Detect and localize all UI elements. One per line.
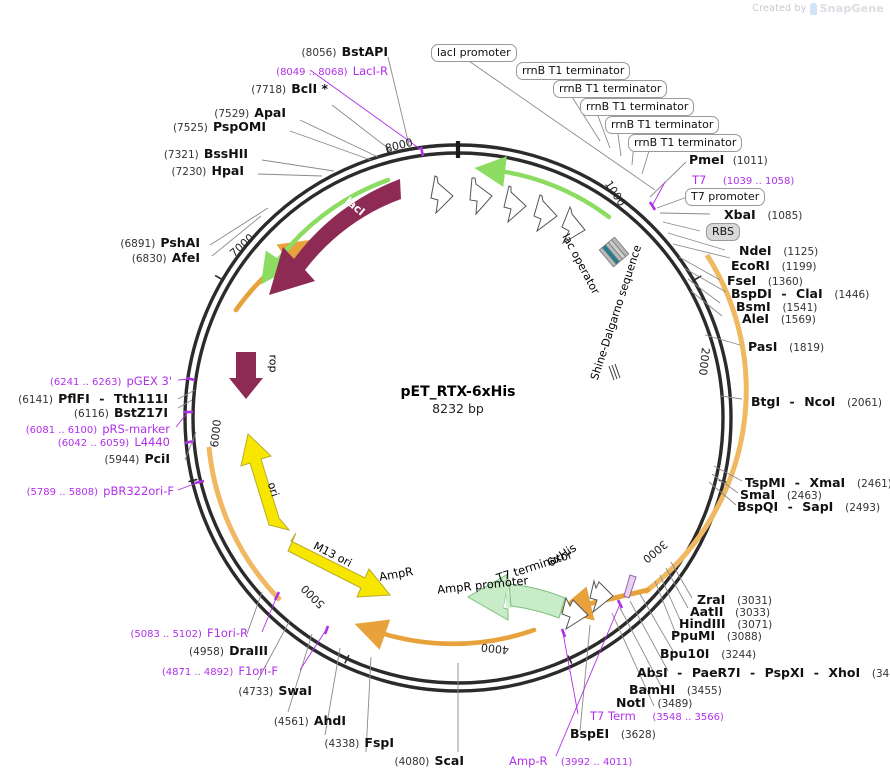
site-bsshii: (7321) BssHII bbox=[163, 146, 248, 161]
feature-f1ori-f: (4871 .. 4892) F1ori-F bbox=[161, 664, 278, 678]
feature-prs-marker: (6081 .. 6100) pRS-marker bbox=[25, 422, 170, 436]
feature-amp-r: Amp-R (3992 .. 4011) bbox=[509, 754, 633, 768]
ampr-spacer bbox=[506, 585, 509, 608]
site-bpu10i: Bpu10I (3244) bbox=[660, 646, 757, 661]
site-noti: NotI (3489) bbox=[616, 695, 693, 710]
terminator-arrow-group bbox=[430, 175, 586, 245]
gene-arrow-m13-ori bbox=[287, 532, 391, 598]
site-ahdi: (4561) AhdI bbox=[273, 713, 346, 728]
site-hpai: (7230) HpaI bbox=[171, 163, 244, 178]
feature-l4440: (6042 .. 6059) L4440 bbox=[57, 435, 170, 449]
ruler-tick-6000: 6000 bbox=[208, 418, 224, 449]
site-bstapi: (8056) BstAPI bbox=[301, 44, 388, 59]
site-absi-paer7i-pspxi-xhoi: AbsI - PaeR7I - PspXI - XhoI (3449) bbox=[637, 665, 890, 680]
site-pcii: (5944) PciI bbox=[104, 451, 170, 466]
site-bspqi-sapi: BspQI - SapI (2493) bbox=[737, 499, 881, 514]
site-btgi-ncoi: BtgI - NcoI (2061) bbox=[751, 394, 883, 409]
site-pspomi: (7525) PspOMI bbox=[172, 119, 266, 134]
snapgene-logo-icon bbox=[809, 2, 817, 15]
lac-operator-marker bbox=[598, 236, 630, 268]
plasmid-title-block: pET_RTX-6xHis 8232 bp bbox=[328, 384, 588, 416]
gene-arrow-ori bbox=[240, 433, 291, 531]
site-fspi: (4338) FspI bbox=[324, 735, 394, 750]
6xhis-marker bbox=[623, 574, 637, 599]
site-draiii: (4958) DraIII bbox=[189, 643, 268, 658]
site-alei: AleI (1569) bbox=[742, 311, 816, 326]
site-bstz17i: (6116) BstZ17I bbox=[73, 405, 168, 420]
box-label-t7-promoter: T7 promoter bbox=[685, 187, 766, 206]
orange-arc-right bbox=[643, 253, 749, 595]
orange-arc-bottom bbox=[354, 619, 537, 650]
green-arc-right bbox=[474, 156, 612, 220]
site-apai: (7529) ApaI bbox=[214, 105, 286, 120]
box-label-rrnb-3: rrnB T1 terminator bbox=[580, 97, 695, 116]
backbone-inner-ring bbox=[191, 151, 725, 685]
plasmid-size: 8232 bp bbox=[432, 401, 484, 416]
snapgene-watermark: Created by SnapGene bbox=[752, 2, 884, 15]
feature-t7: T7 (1039 .. 1058) bbox=[692, 173, 795, 187]
orange-arc-left bbox=[206, 446, 282, 602]
box-label-laci-promoter: lacI promoter bbox=[431, 43, 517, 62]
orange-arc-right-end bbox=[556, 586, 651, 621]
site-pflfi-tth111i: (6141) PflFI - Tth111I bbox=[18, 391, 168, 406]
plasmid-name: pET_RTX-6xHis bbox=[400, 384, 516, 400]
site-xbai: XbaI (1085) bbox=[724, 207, 803, 222]
site-pasi: PasI (1819) bbox=[748, 339, 825, 354]
gene-arrow-rop bbox=[229, 352, 263, 399]
site-afei: (6830) AfeI bbox=[131, 250, 200, 265]
site-zrai: ZraI (3031) bbox=[697, 592, 773, 607]
site-ecori: EcoRI (1199) bbox=[731, 258, 817, 273]
watermark-prefix: Created by bbox=[752, 3, 807, 14]
site-aatii: AatII (3033) bbox=[690, 604, 771, 619]
site-pmei: PmeI (1011) bbox=[689, 152, 768, 167]
site-hindiii: HindIII (3071) bbox=[679, 616, 773, 631]
ruler-tick-2000: 2000 bbox=[696, 346, 712, 377]
gene-arrow-ampr-body bbox=[508, 583, 566, 619]
site-fsei: FseI (1360) bbox=[727, 273, 803, 288]
site-bamhi: BamHI (3455) bbox=[629, 682, 722, 697]
ampr-edge bbox=[500, 583, 507, 610]
ruler-tick-4000: 4000 bbox=[480, 640, 510, 657]
site-bspei: BspEI (3628) bbox=[570, 726, 656, 741]
site-bcli: (7718) BclI * bbox=[251, 81, 328, 96]
site-bsmi: BsmI (1541) bbox=[736, 299, 818, 314]
box-label-rrnb-1: rrnB T1 terminator bbox=[516, 61, 631, 80]
feature-leader-lines bbox=[175, 69, 666, 757]
feature-f1ori-r: (5083 .. 5102) F1ori-R bbox=[130, 626, 248, 640]
feature-pgex3: (6241 .. 6263) pGEX 3' bbox=[49, 374, 172, 388]
box-label-rrnb-2: rrnB T1 terminator bbox=[553, 79, 668, 98]
gene-arrow-laci bbox=[269, 179, 401, 295]
watermark-brand: SnapGene bbox=[819, 2, 884, 15]
site-swai: (4733) SwaI bbox=[238, 683, 312, 698]
site-ppumi: PpuMI (3088) bbox=[671, 628, 762, 643]
shine-dalgarno-marker bbox=[608, 363, 621, 381]
feature-pbr322ori-f: (5789 .. 5808) pBR322ori-F bbox=[26, 484, 174, 498]
box-label-rrnb-4: rrnB T1 terminator bbox=[605, 115, 720, 134]
feature-t7-term: T7 Term (3548 .. 3566) bbox=[590, 709, 724, 723]
gene-label-ori: ori bbox=[264, 480, 282, 499]
site-smai: SmaI (2463) bbox=[740, 487, 822, 502]
t7-terminator-arrow bbox=[589, 579, 614, 614]
ruler-ticks bbox=[188, 145, 728, 664]
site-bspdi-clai: BspDI - ClaI (1446) bbox=[731, 286, 870, 301]
ampr-promoter-arrow bbox=[561, 596, 589, 631]
box-label-rbs: RBS bbox=[706, 222, 740, 241]
site-scai: (4080) ScaI bbox=[394, 753, 464, 768]
box-label-rrnb-5: rrnB T1 terminator bbox=[628, 133, 743, 152]
site-pshai: (6891) PshAI bbox=[120, 235, 200, 250]
gene-label-rop: rop bbox=[266, 354, 280, 373]
feature-laci-r: (8049 .. 8068) LacI-R bbox=[276, 64, 388, 78]
site-ndei: NdeI (1125) bbox=[739, 243, 819, 258]
site-tspmi-xmai: TspMI - XmaI (2461) bbox=[745, 475, 890, 490]
